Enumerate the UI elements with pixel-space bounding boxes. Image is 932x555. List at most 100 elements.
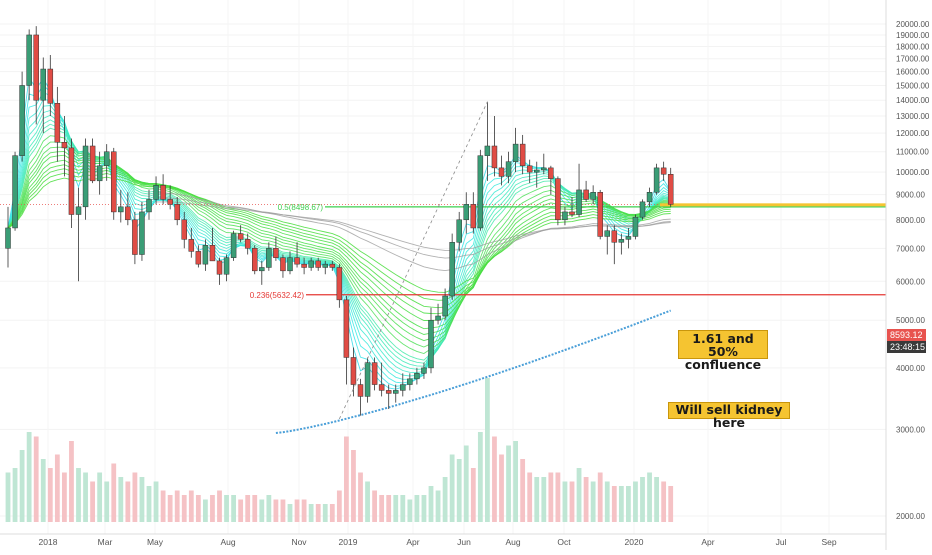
candle-body	[329, 263, 336, 268]
volume-bar	[245, 495, 251, 522]
volume-bar	[421, 495, 427, 522]
volume-bar	[104, 481, 110, 522]
volume-bar	[463, 445, 469, 522]
y-tick-label: 17000.00	[896, 55, 930, 64]
volume-bar	[139, 477, 145, 522]
y-tick-label: 6000.00	[896, 277, 925, 286]
candle-body	[548, 167, 554, 179]
y-tick-label: 15000.00	[896, 81, 930, 90]
countdown-tag: 23:48:15	[887, 341, 926, 353]
candle-body	[357, 384, 364, 397]
y-tick-label: 11000.00	[896, 148, 929, 157]
volume-bar	[513, 441, 518, 522]
volume-bars	[5, 378, 674, 522]
volume-bar	[393, 495, 399, 522]
candle-body	[89, 145, 96, 182]
annotation-confluence[interactable]: 1.61 and 50% confluence	[678, 330, 768, 371]
y-tick-label: 8000.00	[896, 216, 925, 225]
volume-bar	[210, 495, 215, 522]
candle-body	[442, 295, 448, 317]
y-tick-label: 10000.00	[896, 168, 930, 177]
y-tick-label: 3000.00	[896, 425, 925, 434]
candle-body	[315, 260, 321, 268]
volume-bar	[54, 454, 60, 522]
annotation-sell-kidney[interactable]: Will sell kidney here	[668, 402, 790, 429]
volume-bar	[647, 472, 652, 522]
candle-body	[40, 68, 46, 101]
y-tick-label: 14000.00	[896, 96, 930, 105]
candle-body	[103, 151, 110, 167]
volume-bar	[470, 468, 476, 522]
volume-bar	[534, 477, 540, 522]
candle-body	[273, 248, 279, 258]
candle-body	[597, 192, 603, 237]
confluence-band	[660, 203, 886, 207]
candle-body	[667, 174, 674, 205]
x-tick-label: Aug	[220, 537, 235, 547]
y-tick-label: 13000.00	[896, 112, 930, 121]
volume-bar	[132, 472, 138, 522]
y-tick-label: 5000.00	[896, 316, 925, 325]
candle-body	[562, 211, 568, 221]
volume-bar	[308, 504, 314, 522]
volume-bar	[449, 454, 455, 522]
candle-body	[590, 192, 596, 200]
candle-body	[244, 239, 251, 249]
x-tick-label: Mar	[98, 537, 113, 547]
x-tick-label: Jun	[457, 537, 471, 547]
ema-line	[7, 91, 671, 384]
volume-bar	[661, 481, 667, 522]
candle-body	[209, 245, 216, 262]
volume-bar	[160, 490, 166, 522]
volume-bar	[485, 378, 490, 522]
volume-bar	[414, 495, 420, 522]
x-tick-label: Apr	[406, 537, 419, 547]
volume-bar	[555, 472, 561, 522]
volume-bar	[252, 495, 258, 522]
candle-body	[428, 319, 434, 369]
candle-body	[449, 242, 455, 297]
volume-bar	[400, 495, 406, 522]
volume-bar	[287, 504, 293, 522]
candle-body	[414, 373, 420, 380]
volume-bar	[604, 481, 610, 522]
x-tick-label: 2019	[339, 537, 358, 547]
volume-bar	[562, 481, 568, 522]
candle-body	[569, 211, 575, 215]
candle-body	[421, 367, 427, 374]
x-tick-label: 2018	[39, 537, 58, 547]
volume-bar	[47, 468, 53, 522]
volume-bar	[611, 486, 617, 522]
candle-body	[223, 257, 230, 275]
candle-body	[393, 390, 399, 394]
volume-bar	[633, 481, 638, 522]
candle-body	[111, 151, 117, 213]
x-tick-label: Apr	[701, 537, 714, 547]
candle-body	[400, 384, 406, 391]
volume-bar	[19, 450, 25, 522]
y-tick-label: 19000.00	[896, 31, 930, 40]
candle-body	[308, 260, 314, 268]
volume-bar	[351, 450, 356, 522]
volume-bar	[266, 495, 272, 522]
candle-body	[519, 143, 526, 167]
volume-bar	[97, 472, 103, 522]
ema-line	[7, 98, 671, 380]
candle-body	[118, 206, 124, 213]
candle-body	[555, 178, 561, 221]
y-tick-label: 18000.00	[896, 43, 930, 52]
volume-bar	[273, 499, 279, 522]
candle-body	[491, 145, 498, 169]
volume-bar	[26, 432, 32, 522]
volume-bar	[499, 454, 504, 522]
volume-bar	[118, 477, 124, 522]
y-tick-label: 12000.00	[896, 129, 930, 138]
volume-bar	[224, 495, 229, 522]
candlesticks	[5, 26, 674, 416]
volume-bar	[12, 468, 18, 522]
candle-body	[463, 204, 469, 221]
candle-body	[26, 34, 32, 86]
